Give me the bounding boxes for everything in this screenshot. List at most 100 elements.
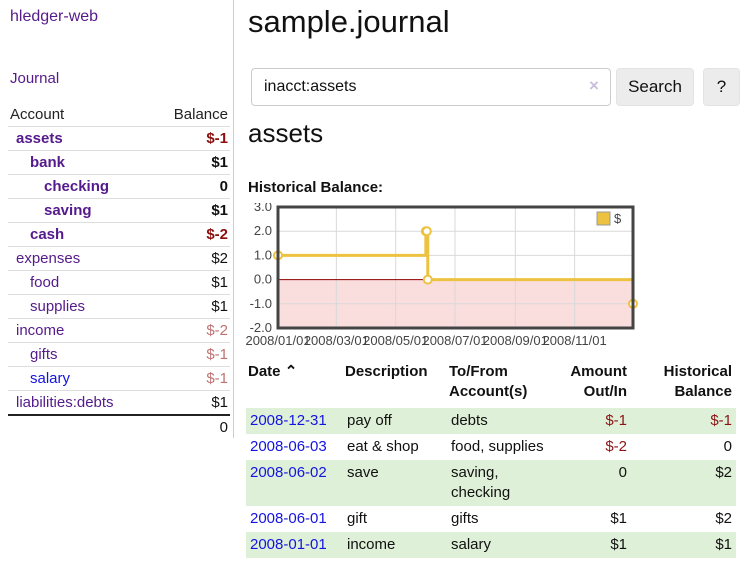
register-date-cell: 2008-06-03 [246,434,343,460]
x-tick-label: 2008/01/01 [246,333,311,348]
register-row: 2008-06-01 gift gifts $1 $2 [246,506,736,532]
x-tick-label: 2008/05/01 [363,333,428,348]
account-row: supplies $1 [8,294,230,318]
y-tick-label: -1.0 [250,296,272,311]
account-row: saving $1 [8,198,230,222]
register-accounts-cell: salary [451,536,492,553]
register-accounts-cell: food, supplies [451,438,544,455]
x-tick-label: 2008/09/01 [483,333,548,348]
register-balance-cell: $1 [715,536,732,553]
account-row: assets $-1 [8,126,230,150]
account-row: gifts $-1 [8,342,230,366]
clear-search-icon[interactable]: × [589,76,599,95]
accounts-header-account: Account [10,106,65,123]
register-balance-cell: 0 [723,438,732,455]
data-point [422,274,433,285]
account-balance: $-2 [206,322,228,339]
account-link[interactable]: gifts [30,346,58,363]
register-date-cell: 2008-06-02 [246,460,343,506]
register-header-row: Date ⌃ Description To/From Account(s) Am… [246,360,736,408]
register-row: 2008-06-03 eat & shop food, supplies $-2 0 [246,434,736,460]
register-description-cell: save [347,464,379,481]
chart-svg: $3.0 2.0 1.0 0.0 -1.0 -2.02008/01/012008/03/0… [245,199,638,348]
accounts-header-balance: Balance [173,106,228,123]
register-table: Date ⌃ Description To/From Account(s) Am… [246,360,736,558]
account-balance: $1 [211,394,228,411]
register-date-cell: 2008-01-01 [246,532,343,558]
account-row: food $1 [8,270,230,294]
register-accounts-cell: gifts [451,510,479,527]
legend-swatch [596,211,611,226]
register-description-cell: income [347,536,396,553]
register-amount-cell: $-2 [605,438,627,455]
register-balance-cell: $2 [715,510,732,527]
register-row: 2008-01-01 income salary $1 $1 [246,532,736,558]
account-row: liabilities:debts $1 [8,390,230,414]
register-description-cell: gift [347,510,368,527]
account-link[interactable]: bank [30,154,66,171]
chart-title: Historical Balance: [248,179,384,196]
register-row: 2008-12-31 pay off debts $-1 $-1 [246,408,736,434]
register-amount-cell: $-1 [605,412,627,429]
register-accounts-cell: saving, checking [451,464,511,501]
register-description-cell: pay off [347,412,392,429]
account-balance: $1 [211,274,228,291]
transaction-date-link[interactable]: 2008-01-01 [250,536,327,553]
page-title: sample.journal [248,4,450,39]
account-link[interactable]: cash [30,226,65,243]
account-link[interactable]: salary [30,370,71,387]
register-accounts-cell: debts [451,412,488,429]
account-link[interactable]: assets [16,130,63,147]
account-link[interactable]: income [16,322,65,339]
sidebar-nav: Journal [10,70,59,87]
account-link[interactable]: food [30,274,60,291]
account-link[interactable]: liabilities:debts [16,394,114,411]
y-tick-label: 1.0 [254,247,272,262]
account-row: income $-2 [8,318,230,342]
account-link[interactable]: expenses [16,250,81,267]
transaction-date-link[interactable]: 2008-06-01 [250,510,327,527]
transaction-date-link[interactable]: 2008-06-03 [250,438,327,455]
register-header-balance: Historical Balance [663,363,732,400]
account-link[interactable]: checking [44,178,110,195]
account-row: expenses $2 [8,246,230,270]
app-title-link[interactable]: hledger-web [10,8,99,25]
transaction-date-link[interactable]: 2008-06-02 [250,464,327,481]
register-header-date[interactable]: Date ⌃ [248,363,298,380]
account-row: bank $1 [8,150,230,174]
account-link[interactable]: saving [44,202,92,219]
account-heading: assets [248,118,324,148]
x-tick-label: 2008/11/01 [543,333,607,348]
sort-asc-icon: ⌃ [284,363,298,380]
account-row: checking 0 [8,174,230,198]
account-balance: $1 [211,202,228,219]
accounts-table: Account Balance assets $-1 bank $1 checking 0… [8,103,230,439]
sidebar-divider [233,0,234,438]
account-balance: $-2 [206,226,228,243]
y-tick-label: -2.0 [250,320,272,335]
y-tick-label: 0.0 [254,272,272,287]
account-balance: $-1 [206,370,228,387]
register-balance-cell: $-1 [710,412,732,429]
register-description-cell: eat & shop [347,438,419,455]
account-link[interactable]: supplies [30,298,86,315]
register-balance-cell: $2 [715,464,732,481]
transaction-date-link[interactable]: 2008-12-31 [250,412,327,429]
search-button[interactable]: Search [616,68,694,106]
account-balance: 0 [219,178,228,195]
historical-balance-chart[interactable]: $3.0 2.0 1.0 0.0 -1.0 -2.0 2008/01/01 2008/03/0… [245,199,742,351]
x-tick-label: 2008/03/01 [304,333,369,348]
account-row: salary $-1 [8,366,230,390]
search-input[interactable] [251,68,611,106]
register-header-accounts: To/From Account(s) [449,363,528,400]
legend-label: $ [614,211,622,226]
accounts-table-body: assets $-1 bank $1 checking 0 saving $1 cash $-2 e… [8,126,230,414]
account-balance: $-1 [206,130,228,147]
account-balance: $2 [211,250,228,267]
account-balance: $1 [211,298,228,315]
y-tick-label: 3.0 [254,203,272,214]
nav-journal-link[interactable]: Journal [10,70,60,87]
account-row: cash $-2 [8,222,230,246]
data-point [421,226,432,237]
help-button[interactable]: ? [703,68,740,106]
